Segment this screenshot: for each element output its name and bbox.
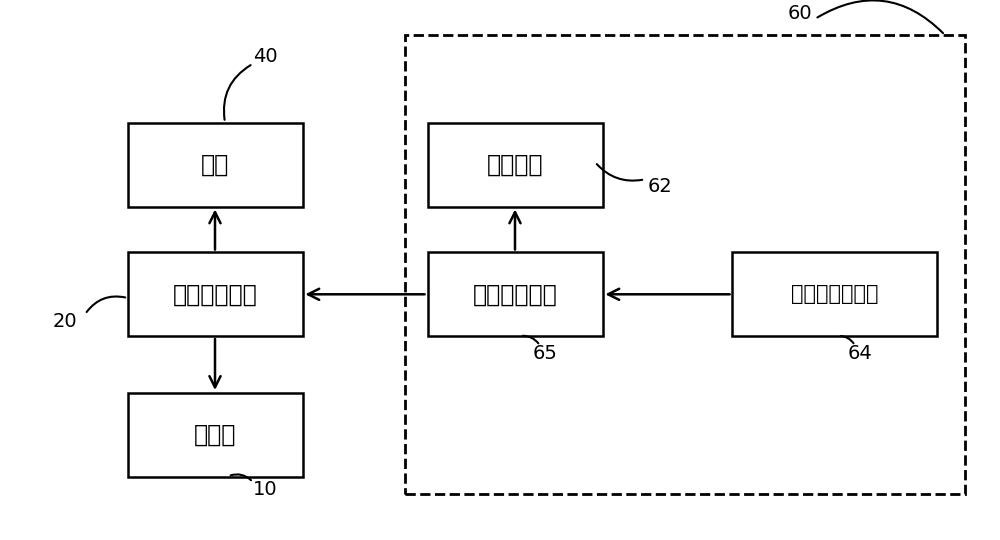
Text: 60: 60 [788, 4, 812, 23]
Text: 夹具: 夹具 [201, 153, 229, 177]
Text: 10: 10 [253, 480, 277, 500]
Bar [128, 253, 302, 336]
Text: 20: 20 [53, 312, 77, 331]
Text: 第二控制单元: 第二控制单元 [473, 282, 557, 306]
Bar [405, 35, 965, 494]
Text: 第一控制单元: 第一控制单元 [173, 282, 257, 306]
Text: 40: 40 [253, 47, 277, 66]
Bar [128, 123, 302, 206]
Bar [732, 253, 937, 336]
Text: 64: 64 [848, 344, 872, 363]
Text: 65: 65 [533, 344, 557, 363]
Bar [428, 123, 602, 206]
Text: 62: 62 [648, 177, 672, 196]
Text: 激光器: 激光器 [194, 423, 236, 447]
Bar [428, 253, 602, 336]
Text: 传动机构: 传动机构 [487, 153, 543, 177]
Bar [128, 393, 302, 476]
Text: 动平衡检测单元: 动平衡检测单元 [791, 284, 879, 305]
